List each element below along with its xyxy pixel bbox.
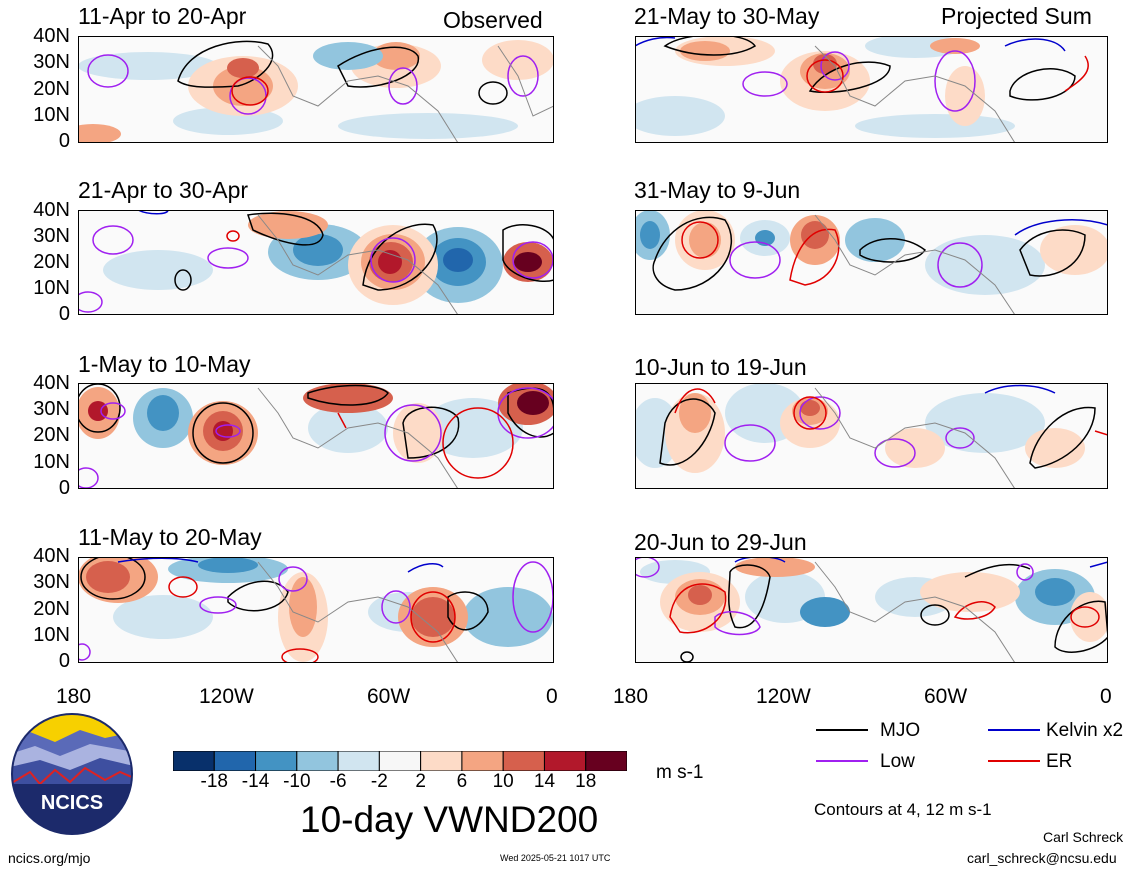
- y-tick: 30N: [33, 571, 70, 593]
- colorbar-tick-label: -18: [200, 771, 228, 792]
- colorbar-tick-label: 18: [575, 771, 597, 792]
- x-tick: 180: [613, 685, 649, 708]
- y-tick: 40N: [33, 372, 70, 394]
- panel-title-6: 31-May to 9-Jun: [634, 177, 801, 203]
- y-tick: 20N: [33, 598, 70, 620]
- x-tick: 0: [546, 685, 558, 708]
- x-tick: 120W: [199, 685, 254, 708]
- y-tick: 0: [58, 130, 70, 152]
- colorbar-tick-label: 2: [415, 771, 426, 792]
- legend-low: Low: [880, 751, 915, 772]
- footer-author: Carl Schreck: [1043, 829, 1124, 845]
- y-tick: 30N: [33, 51, 70, 73]
- y-tick: 20N: [33, 251, 70, 273]
- legend-swatches-right: [988, 729, 1040, 762]
- logo-text: NCICS: [40, 792, 104, 814]
- observed-label: Observed: [443, 7, 543, 33]
- colorbar-tick-label: -2: [370, 771, 388, 792]
- footer-timestamp: Wed 2025-05-21 1017 UTC: [500, 853, 611, 863]
- colorbar-tick-label: -14: [241, 771, 270, 792]
- y-tick: 20N: [33, 78, 70, 100]
- map-panel-10jun-19jun: [635, 383, 1108, 489]
- panel-title-1: 11-Apr to 20-Apr: [78, 3, 247, 29]
- y-tick: 10N: [33, 104, 70, 126]
- y-tick: 0: [58, 650, 70, 672]
- y-tick: 0: [58, 303, 70, 325]
- variable-title: 10-day VWND200: [300, 799, 599, 840]
- colorbar-tick-label: 10: [492, 771, 514, 792]
- y-tick: 0: [58, 477, 70, 499]
- projected-sum-label: Projected Sum: [941, 3, 1092, 29]
- x-tick: 120W: [756, 685, 811, 708]
- y-tick: 20N: [33, 424, 70, 446]
- ncics-logo: NCICS: [10, 712, 134, 836]
- y-tick: 40N: [33, 199, 70, 221]
- map-panel-21may-30may: [635, 36, 1108, 143]
- y-tick: 10N: [33, 277, 70, 299]
- y-tick: 40N: [33, 25, 70, 47]
- panel-title-2: 21-Apr to 30-Apr: [78, 177, 249, 203]
- y-tick: 30N: [33, 225, 70, 247]
- map-panel-11apr-20apr: [78, 36, 554, 143]
- x-tick: 60W: [367, 685, 411, 708]
- colorbar-swatch: [337, 750, 380, 772]
- panel-title-7: 10-Jun to 19-Jun: [634, 354, 807, 380]
- colorbar-swatch: [461, 750, 504, 772]
- panel-title-8: 20-Jun to 29-Jun: [634, 529, 807, 555]
- colorbar-swatch: [296, 750, 339, 772]
- y-tick: 30N: [33, 398, 70, 420]
- colorbar-swatch: [502, 750, 545, 772]
- footer-url: ncics.org/mjo: [8, 850, 91, 866]
- y-tick: 10N: [33, 624, 70, 646]
- panel-title-4: 11-May to 20-May: [78, 524, 262, 550]
- colorbar-swatch: [378, 750, 422, 772]
- legend-kelvin: Kelvin x2: [1046, 720, 1124, 741]
- colorbar-swatch: [255, 750, 298, 772]
- colorbar-tick-label: 14: [533, 771, 556, 792]
- colorbar-tick-label: -10: [283, 771, 311, 792]
- map-panel-21apr-30apr: [78, 210, 554, 315]
- map-panel-1may-10may: [78, 383, 554, 489]
- footer-email: carl_schreck@ncsu.edu: [967, 850, 1117, 866]
- contour-note: Contours at 4, 12 m s-1: [814, 800, 992, 819]
- legend-er: ER: [1046, 751, 1073, 772]
- y-tick: 10N: [33, 451, 70, 473]
- colorbar-swatch: [213, 750, 257, 772]
- map-panel-20jun-29jun: [635, 557, 1108, 663]
- colorbar-tick-label: 6: [456, 771, 468, 792]
- map-panel-11may-20may: [78, 557, 554, 663]
- x-tick: 0: [1100, 685, 1112, 708]
- colorbar: [172, 750, 628, 776]
- legend-mjo: MJO: [880, 720, 921, 741]
- colorbar-swatch: [420, 750, 463, 772]
- colorbar-swatch: [543, 750, 587, 772]
- colorbar-tick-label: -6: [329, 771, 347, 792]
- x-tick: 60W: [924, 685, 968, 708]
- panel-title-5: 21-May to 30-May: [634, 3, 820, 29]
- y-tick: 40N: [33, 545, 70, 567]
- colorbar-units: m s-1: [656, 762, 704, 783]
- colorbar-swatch: [585, 750, 628, 772]
- colorbar-swatch: [172, 750, 215, 772]
- x-tick: 180: [56, 685, 92, 708]
- panel-title-3: 1-May to 10-May: [78, 351, 251, 377]
- legend-swatches-left: [816, 729, 868, 762]
- map-panel-31may-9jun: [635, 210, 1108, 315]
